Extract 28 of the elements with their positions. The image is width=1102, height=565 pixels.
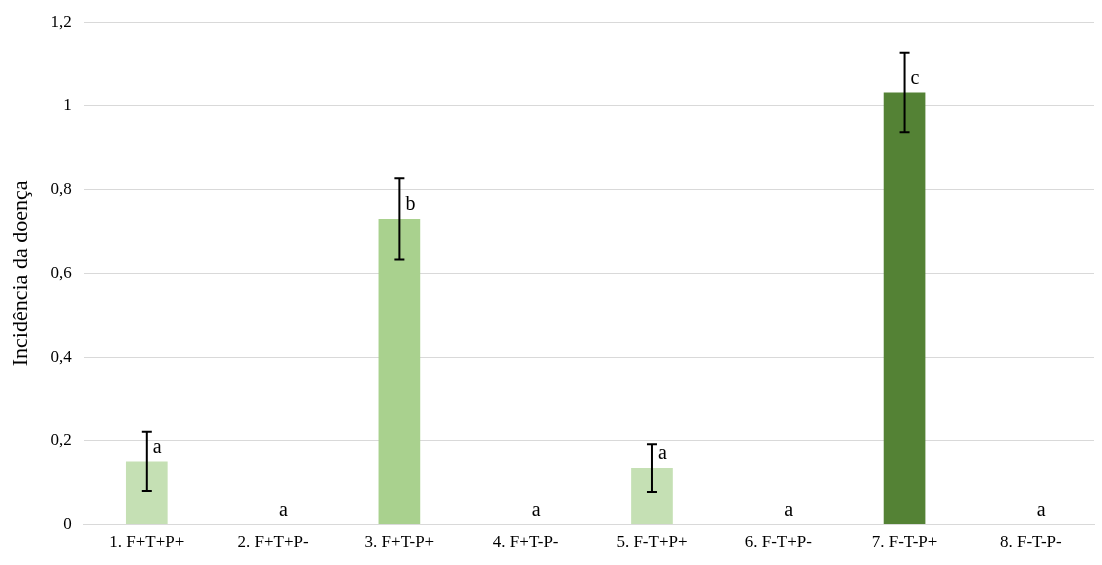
y-tick-label: 0,2 <box>50 430 72 450</box>
annotation: a <box>1036 497 1046 520</box>
x-tick-label: 2. F+T+P- <box>237 532 309 552</box>
annotation: a <box>152 434 162 457</box>
y-tick-label: 0,8 <box>50 179 72 199</box>
bar <box>125 461 168 525</box>
y-tick-label: 0,4 <box>50 346 73 366</box>
y-tick-label: 0,6 <box>50 262 72 282</box>
x-tick-label: 6. F-T+P- <box>744 532 813 552</box>
x-tick-label: 7. F-T-P+ <box>871 532 938 552</box>
x-tick-label: 5. F-T+P+ <box>616 532 688 552</box>
y-tick-label: 1 <box>63 95 72 115</box>
x-tick-label: 3. F+T-P+ <box>364 532 435 552</box>
annotation: b <box>405 192 416 215</box>
y-tick-label: 0 <box>63 514 72 534</box>
annotation: c <box>910 65 920 88</box>
bar <box>378 218 421 525</box>
y-axis-title: Incidência da doença <box>6 180 32 367</box>
bar <box>883 92 926 525</box>
annotation: a <box>531 497 541 520</box>
annotation: a <box>279 497 289 520</box>
annotation: a <box>657 441 667 464</box>
x-tick-label: 8. F-T-P- <box>999 532 1063 552</box>
x-tick-label: 1. F+T+P+ <box>109 532 185 552</box>
y-tick-label: 1,2 <box>50 11 72 31</box>
x-tick-label: 4. F+T-P- <box>492 532 559 552</box>
annotation: a <box>784 497 794 520</box>
bar <box>631 468 673 525</box>
